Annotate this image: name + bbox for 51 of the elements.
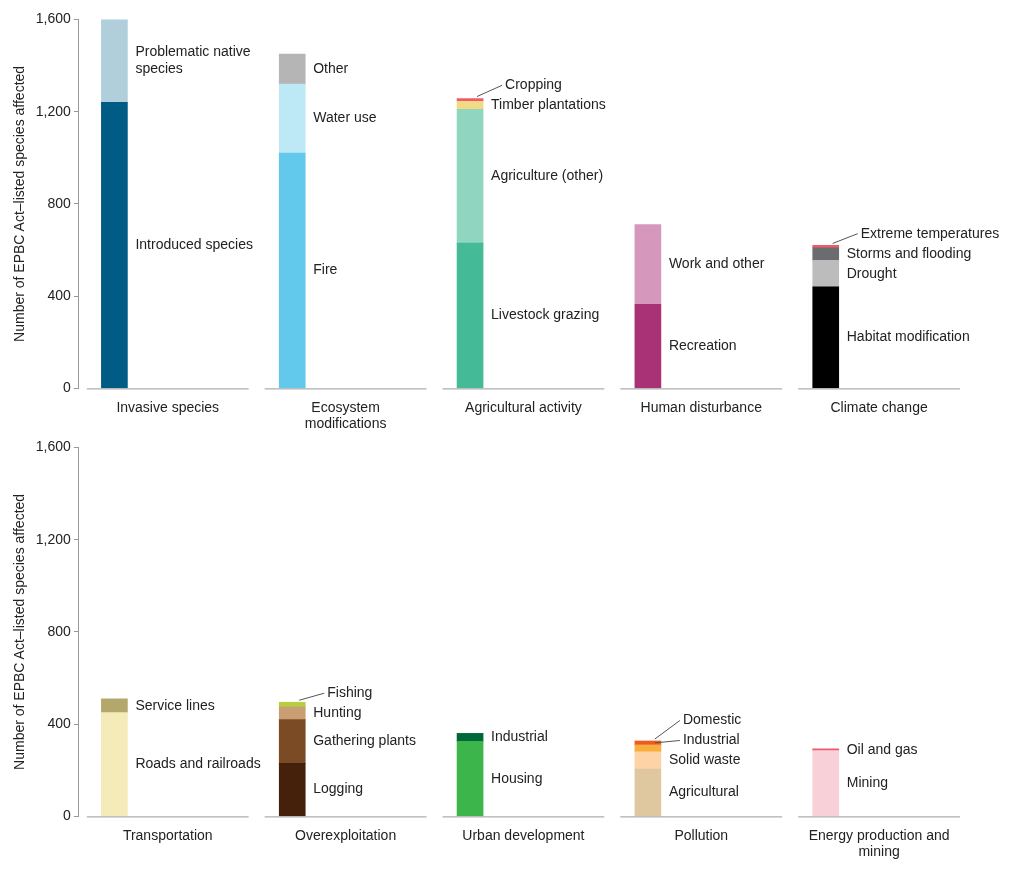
series-label: Roads and railroads: [135, 755, 261, 772]
series-label: Extreme temperatures: [860, 224, 1000, 241]
y-tick-label: 400: [47, 715, 72, 732]
y-tick-label: 1,200: [35, 102, 72, 119]
x-tick-label: Human disturbance: [640, 398, 763, 415]
series-label: Hunting: [313, 704, 362, 721]
series-label: Introduced species: [135, 236, 253, 253]
y-axis-title: Number of EPBC Act–listed species affected: [11, 493, 28, 770]
series-label: Service lines: [135, 696, 215, 713]
x-tick-label: Urban development: [462, 826, 585, 843]
series-label: Agriculture (other): [491, 167, 604, 184]
x-tick-label: Energy production and mining: [808, 826, 950, 860]
y-tick-label: 0: [63, 379, 72, 396]
y-axis-title: Number of EPBC Act–listed species affected: [11, 65, 28, 342]
x-tick-label: Climate change: [830, 398, 928, 415]
x-tick-label: Transportation: [122, 826, 213, 843]
series-label: Habitat modification: [846, 328, 970, 345]
y-tick-label: 400: [47, 287, 72, 304]
x-tick-label: Agricultural activity: [465, 398, 582, 415]
series-label: Fire: [313, 261, 338, 278]
x-tick-label: Overexploitation: [295, 826, 397, 843]
series-label: Livestock grazing: [491, 306, 600, 323]
series-label: Fishing: [327, 684, 373, 701]
x-tick-label: Invasive species: [116, 398, 220, 415]
series-label: Agricultural: [668, 783, 739, 800]
series-label: Cropping: [505, 76, 562, 93]
series-label: Mining: [846, 774, 888, 791]
series-label: Industrial: [682, 731, 740, 748]
series-label: Other: [313, 59, 349, 76]
series-label: Timber plantations: [491, 96, 606, 113]
series-label: Water use: [313, 109, 377, 126]
series-label: Housing: [491, 769, 543, 786]
series-label: Domestic: [682, 711, 742, 728]
series-label: Gathering plants: [313, 732, 416, 749]
x-tick-label: Ecosystem modifications: [304, 398, 387, 432]
y-tick-label: 1,200: [35, 530, 72, 547]
y-tick-label: 800: [47, 622, 72, 639]
series-label: Work and other: [668, 255, 765, 272]
series-label: Problematic native species: [135, 43, 251, 77]
y-tick-label: 1,600: [35, 438, 72, 455]
series-label: Storms and flooding: [846, 244, 972, 261]
series-label: Recreation: [668, 336, 737, 353]
series-label: Industrial: [491, 728, 548, 745]
y-tick-label: 800: [47, 194, 72, 211]
x-tick-label: Pollution: [674, 826, 729, 843]
y-tick-label: 0: [63, 807, 72, 824]
series-label: Drought: [846, 264, 897, 281]
series-label: Solid waste: [668, 751, 741, 768]
series-label: Logging: [313, 780, 364, 797]
series-label: Oil and gas: [846, 740, 918, 757]
y-tick-label: 1,600: [35, 10, 72, 27]
